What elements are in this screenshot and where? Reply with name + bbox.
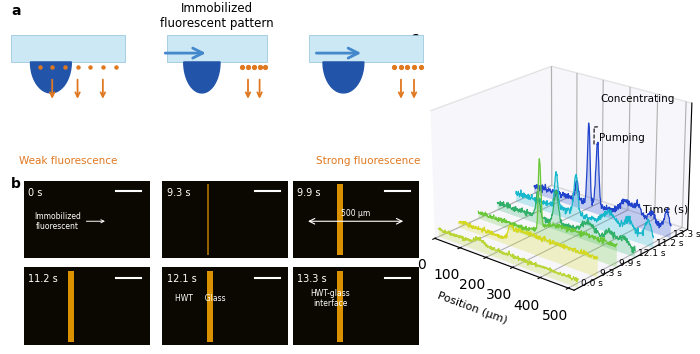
Polygon shape bbox=[183, 62, 220, 93]
Bar bbox=[206, 184, 209, 255]
Bar bbox=[293, 267, 419, 345]
Text: a: a bbox=[11, 4, 21, 18]
Text: Immobilized
fluorescent: Immobilized fluorescent bbox=[34, 212, 104, 231]
Text: c: c bbox=[411, 31, 419, 45]
Text: HWT     Glass: HWT Glass bbox=[175, 294, 225, 303]
Bar bbox=[293, 181, 419, 258]
Polygon shape bbox=[323, 62, 364, 93]
FancyBboxPatch shape bbox=[309, 35, 423, 62]
Text: Weak fluorescence: Weak fluorescence bbox=[19, 156, 117, 166]
Text: Immobilized
fluorescent pattern: Immobilized fluorescent pattern bbox=[160, 2, 274, 30]
Text: Strong fluorescence: Strong fluorescence bbox=[316, 156, 421, 166]
Text: 9.3 s: 9.3 s bbox=[167, 188, 190, 198]
Bar bbox=[162, 267, 288, 345]
Bar bbox=[68, 271, 74, 342]
FancyBboxPatch shape bbox=[11, 35, 125, 62]
Text: 500 μm: 500 μm bbox=[341, 209, 370, 218]
Bar bbox=[206, 271, 213, 342]
FancyBboxPatch shape bbox=[167, 35, 267, 62]
Polygon shape bbox=[31, 62, 71, 93]
Text: HWT-glass
interface: HWT-glass interface bbox=[311, 289, 350, 308]
Text: 12.1 s: 12.1 s bbox=[167, 274, 196, 284]
Text: 11.2 s: 11.2 s bbox=[28, 274, 57, 284]
Text: 9.9 s: 9.9 s bbox=[297, 188, 321, 198]
Bar bbox=[24, 267, 150, 345]
Bar bbox=[337, 271, 343, 342]
Bar bbox=[162, 181, 288, 258]
Bar bbox=[24, 181, 150, 258]
Text: b: b bbox=[11, 177, 21, 191]
Text: 0 s: 0 s bbox=[28, 188, 43, 198]
Text: 13.3 s: 13.3 s bbox=[297, 274, 326, 284]
X-axis label: Position (μm): Position (μm) bbox=[436, 291, 509, 326]
Bar bbox=[337, 184, 343, 255]
